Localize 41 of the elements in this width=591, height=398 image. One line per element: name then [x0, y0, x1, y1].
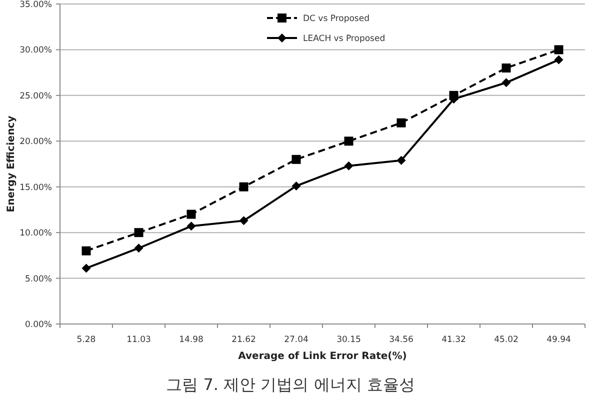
- y-tick-label: 25.00%: [20, 91, 52, 102]
- x-tick-label: 5.28: [76, 335, 96, 345]
- point: [186, 210, 196, 219]
- point: [344, 136, 354, 146]
- point: [239, 216, 248, 226]
- caption: 그림 7. 제안 기법의 에너지 효율성: [166, 375, 415, 394]
- y-tick-label: 15.00%: [20, 182, 52, 193]
- point: [554, 55, 564, 64]
- x-tick-label: 11.03: [126, 335, 151, 345]
- x-tick-label: 41.32: [442, 335, 466, 345]
- point: [134, 228, 144, 238]
- point: [82, 264, 91, 273]
- point: [186, 222, 196, 231]
- legend-label: DC vs Proposed: [303, 14, 370, 24]
- y-tick-label: 5.00%: [24, 274, 52, 284]
- y-tick-label: 35.00%: [20, 0, 52, 10]
- point: [554, 45, 564, 54]
- point: [396, 118, 406, 128]
- x-tick-label: 45.02: [494, 335, 518, 345]
- point: [82, 246, 91, 256]
- point: [292, 154, 301, 164]
- point: [344, 161, 354, 170]
- x-tick-label: 14.98: [179, 335, 204, 345]
- x-tick-label: 27.04: [284, 335, 308, 345]
- x-tick-label: 21.62: [232, 335, 256, 345]
- legend-label: LEACH vs Proposed: [303, 34, 386, 44]
- y-tick-label: 0.00%: [24, 320, 52, 330]
- y-tick-label: 10.00%: [20, 228, 52, 239]
- y-tick-label: 30.00%: [20, 46, 52, 56]
- point: [502, 64, 511, 72]
- y-tick-label: 20.00%: [20, 137, 52, 148]
- x-tick-label: 34.56: [389, 335, 414, 345]
- x-tick-label: 49.94: [546, 335, 571, 345]
- point: [134, 244, 144, 253]
- x-tick-label: 30.15: [336, 335, 361, 345]
- point: [239, 182, 248, 192]
- point: [292, 181, 301, 190]
- point: [502, 78, 511, 88]
- y-axis-title: Energy Efficiency: [6, 115, 17, 212]
- point: [396, 156, 406, 165]
- x-axis-title: Average of Link Error Rate(%): [238, 351, 407, 362]
